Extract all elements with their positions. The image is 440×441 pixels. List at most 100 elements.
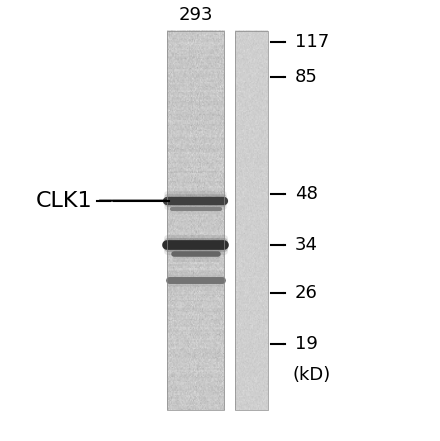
- FancyBboxPatch shape: [167, 213, 224, 215]
- FancyBboxPatch shape: [167, 285, 224, 287]
- FancyBboxPatch shape: [167, 292, 224, 295]
- FancyBboxPatch shape: [167, 67, 224, 69]
- FancyBboxPatch shape: [167, 247, 224, 249]
- FancyBboxPatch shape: [167, 44, 224, 46]
- Text: (kD): (kD): [293, 366, 331, 384]
- FancyBboxPatch shape: [167, 37, 224, 38]
- FancyBboxPatch shape: [167, 397, 224, 399]
- FancyBboxPatch shape: [167, 363, 224, 365]
- FancyBboxPatch shape: [167, 366, 224, 368]
- FancyBboxPatch shape: [167, 295, 224, 296]
- FancyBboxPatch shape: [167, 238, 224, 239]
- FancyBboxPatch shape: [167, 272, 224, 273]
- FancyBboxPatch shape: [167, 376, 224, 378]
- FancyBboxPatch shape: [167, 63, 224, 65]
- FancyBboxPatch shape: [167, 311, 224, 314]
- FancyBboxPatch shape: [167, 228, 224, 230]
- FancyBboxPatch shape: [167, 349, 224, 351]
- FancyBboxPatch shape: [167, 59, 224, 61]
- FancyBboxPatch shape: [167, 196, 224, 198]
- Text: 85: 85: [295, 68, 318, 86]
- FancyBboxPatch shape: [167, 403, 224, 404]
- FancyBboxPatch shape: [167, 239, 224, 241]
- FancyBboxPatch shape: [167, 42, 224, 44]
- FancyBboxPatch shape: [167, 192, 224, 194]
- FancyBboxPatch shape: [167, 127, 224, 130]
- FancyBboxPatch shape: [167, 287, 224, 289]
- FancyBboxPatch shape: [167, 393, 224, 395]
- FancyBboxPatch shape: [167, 162, 224, 164]
- FancyBboxPatch shape: [167, 137, 224, 139]
- FancyBboxPatch shape: [167, 211, 224, 213]
- FancyBboxPatch shape: [167, 302, 224, 304]
- FancyBboxPatch shape: [167, 207, 224, 209]
- FancyBboxPatch shape: [167, 95, 224, 97]
- FancyBboxPatch shape: [167, 323, 224, 325]
- FancyBboxPatch shape: [167, 399, 224, 401]
- FancyBboxPatch shape: [167, 52, 224, 54]
- FancyBboxPatch shape: [167, 156, 224, 158]
- FancyBboxPatch shape: [167, 276, 224, 277]
- FancyBboxPatch shape: [167, 249, 224, 251]
- Text: 19: 19: [295, 335, 318, 353]
- FancyBboxPatch shape: [167, 143, 224, 145]
- FancyBboxPatch shape: [167, 92, 224, 93]
- Bar: [167, 31, 224, 410]
- FancyBboxPatch shape: [167, 224, 224, 226]
- FancyBboxPatch shape: [167, 234, 224, 235]
- FancyBboxPatch shape: [167, 296, 224, 298]
- FancyBboxPatch shape: [167, 179, 224, 181]
- FancyBboxPatch shape: [167, 264, 224, 266]
- FancyBboxPatch shape: [167, 141, 224, 143]
- FancyBboxPatch shape: [167, 84, 224, 86]
- FancyBboxPatch shape: [167, 380, 224, 382]
- FancyBboxPatch shape: [167, 116, 224, 118]
- FancyBboxPatch shape: [167, 118, 224, 120]
- FancyBboxPatch shape: [167, 382, 224, 384]
- FancyBboxPatch shape: [167, 152, 224, 154]
- FancyBboxPatch shape: [167, 150, 224, 152]
- FancyBboxPatch shape: [167, 93, 224, 95]
- FancyBboxPatch shape: [167, 333, 224, 334]
- FancyBboxPatch shape: [167, 120, 224, 122]
- FancyBboxPatch shape: [167, 281, 224, 283]
- FancyBboxPatch shape: [167, 310, 224, 311]
- Text: 34: 34: [295, 236, 318, 254]
- FancyBboxPatch shape: [167, 80, 224, 82]
- FancyBboxPatch shape: [167, 61, 224, 63]
- FancyBboxPatch shape: [167, 130, 224, 131]
- FancyBboxPatch shape: [167, 111, 224, 112]
- FancyBboxPatch shape: [167, 135, 224, 137]
- FancyBboxPatch shape: [167, 194, 224, 196]
- FancyBboxPatch shape: [167, 69, 224, 71]
- FancyBboxPatch shape: [167, 387, 224, 389]
- FancyBboxPatch shape: [167, 149, 224, 150]
- FancyBboxPatch shape: [167, 90, 224, 92]
- FancyBboxPatch shape: [167, 82, 224, 84]
- FancyBboxPatch shape: [167, 273, 224, 276]
- Bar: [235, 31, 268, 410]
- FancyBboxPatch shape: [167, 408, 224, 410]
- FancyBboxPatch shape: [167, 40, 224, 42]
- FancyBboxPatch shape: [167, 374, 224, 376]
- FancyBboxPatch shape: [167, 351, 224, 353]
- FancyBboxPatch shape: [167, 187, 224, 188]
- FancyBboxPatch shape: [167, 353, 224, 355]
- FancyBboxPatch shape: [167, 308, 224, 310]
- FancyBboxPatch shape: [167, 124, 224, 126]
- FancyBboxPatch shape: [167, 139, 224, 141]
- FancyBboxPatch shape: [167, 35, 224, 37]
- FancyBboxPatch shape: [167, 57, 224, 59]
- FancyBboxPatch shape: [167, 291, 224, 292]
- Text: 48: 48: [295, 185, 318, 203]
- FancyBboxPatch shape: [167, 108, 224, 111]
- FancyBboxPatch shape: [167, 384, 224, 385]
- Text: CLK1: CLK1: [36, 191, 92, 211]
- FancyBboxPatch shape: [167, 206, 224, 207]
- FancyBboxPatch shape: [167, 365, 224, 366]
- FancyBboxPatch shape: [167, 329, 224, 330]
- FancyBboxPatch shape: [167, 103, 224, 105]
- FancyBboxPatch shape: [167, 361, 224, 363]
- FancyBboxPatch shape: [167, 198, 224, 200]
- FancyBboxPatch shape: [167, 404, 224, 406]
